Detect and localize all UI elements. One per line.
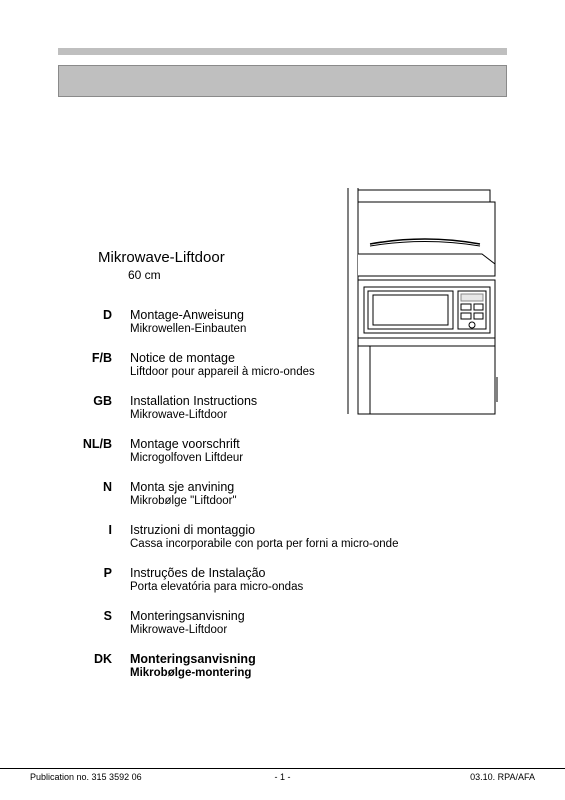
lang-text: Monteringsanvisning Mikrowave-Liftdoor [130, 609, 245, 636]
lang-sub: Mikrowave-Liftdoor [130, 624, 245, 636]
lang-row: NL/B Montage voorschrift Microgolfoven L… [58, 437, 507, 464]
lang-heading: Installation Instructions [130, 394, 257, 408]
lang-row: I Istruzioni di montaggio Cassa incorpor… [58, 523, 507, 550]
lang-code: P [58, 566, 130, 593]
lang-row: P Instruções de Instalação Porta elevató… [58, 566, 507, 593]
lang-heading: Monteringsanvisning [130, 652, 256, 666]
page: Mikrowave-Liftdoor 60 cm D Montage-Anwei… [0, 0, 565, 679]
lang-text: Montage-Anweisung Mikrowellen-Einbauten [130, 308, 246, 335]
lang-row: N Monta sje anvining Mikrobølge "Liftdoo… [58, 480, 507, 507]
lang-sub: Mikrowave-Liftdoor [130, 409, 257, 421]
lang-code: GB [58, 394, 130, 421]
lang-heading: Montage voorschrift [130, 437, 243, 451]
lang-row: S Monteringsanvisning Mikrowave-Liftdoor [58, 609, 507, 636]
lang-sub: Porta elevatória para micro-ondas [130, 581, 303, 593]
footer-left: Publication no. 315 3592 06 [30, 772, 142, 782]
lang-heading: Notice de montage [130, 351, 315, 365]
lang-heading: Istruzioni di montaggio [130, 523, 398, 537]
lang-code: D [58, 308, 130, 335]
lang-code: NL/B [58, 437, 130, 464]
lang-text: Monteringsanvisning Mikrobølge-montering [130, 652, 256, 679]
lang-code: S [58, 609, 130, 636]
lang-text: Monta sje anvining Mikrobølge "Liftdoor" [130, 480, 237, 507]
lang-code: N [58, 480, 130, 507]
footer-page-number: - 1 - [274, 772, 290, 782]
lang-code: I [58, 523, 130, 550]
header-thick-bar [58, 65, 507, 97]
lang-heading: Monteringsanvisning [130, 609, 245, 623]
lang-heading: Monta sje anvining [130, 480, 237, 494]
lang-heading: Montage-Anweisung [130, 308, 246, 322]
lang-sub: Mikrowellen-Einbauten [130, 323, 246, 335]
page-footer: Publication no. 315 3592 06 - 1 - 03.10.… [0, 768, 565, 782]
lang-code: DK [58, 652, 130, 679]
lang-sub: Mikrobølge-montering [130, 667, 256, 679]
lang-sub: Cassa incorporabile con porta per forni … [130, 538, 398, 550]
lang-code: F/B [58, 351, 130, 378]
footer-right: 03.10. RPA/AFA [470, 772, 535, 782]
header-thin-bar [58, 48, 507, 55]
lang-row: DK Monteringsanvisning Mikrobølge-monter… [58, 652, 507, 679]
lang-text: Montage voorschrift Microgolfoven Liftde… [130, 437, 243, 464]
lang-text: Installation Instructions Mikrowave-Lift… [130, 394, 257, 421]
lang-text: Instruções de Instalação Porta elevatóri… [130, 566, 303, 593]
lang-heading: Instruções de Instalação [130, 566, 303, 580]
lang-text: Istruzioni di montaggio Cassa incorporab… [130, 523, 398, 550]
lang-sub: Liftdoor pour appareil à micro-ondes [130, 366, 315, 378]
lang-sub: Microgolfoven Liftdeur [130, 452, 243, 464]
lang-text: Notice de montage Liftdoor pour appareil… [130, 351, 315, 378]
product-diagram [340, 182, 505, 427]
lang-sub: Mikrobølge "Liftdoor" [130, 495, 237, 507]
